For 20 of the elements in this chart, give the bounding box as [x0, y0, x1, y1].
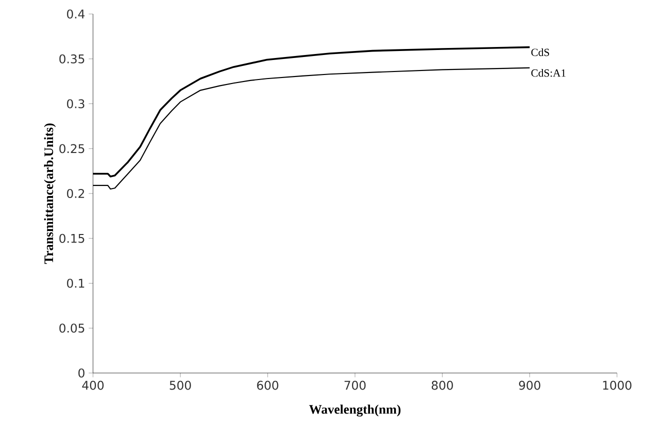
series-label: CdS:A1 — [531, 69, 566, 77]
x-tick-label: 600 — [257, 380, 278, 390]
y-tick-label: 0.15 — [59, 234, 84, 243]
y-axis-title: Transmittance(arb.Units) — [44, 123, 56, 264]
x-tick-label: 700 — [344, 380, 366, 390]
x-tick-label: 900 — [519, 380, 540, 390]
x-tick-label: 500 — [170, 380, 191, 390]
y-tick-label: 0.1 — [67, 278, 84, 288]
y-tick-label: 0.4 — [67, 9, 85, 19]
y-tick-label: 0.35 — [59, 54, 84, 64]
x-axis-title: Wavelength(nm) — [309, 404, 400, 416]
series-label: CdS — [531, 48, 550, 56]
y-tick-label: 0.25 — [59, 144, 84, 154]
x-tick-label: 1000 — [603, 380, 632, 390]
y-tick-label: 0.2 — [67, 188, 84, 198]
x-tick-label: 400 — [82, 380, 104, 390]
x-tick-label: 800 — [432, 380, 453, 390]
y-tick-label: 0 — [78, 368, 84, 378]
y-tick-label: 0.3 — [67, 99, 84, 108]
y-tick-label: 0.05 — [59, 324, 84, 333]
